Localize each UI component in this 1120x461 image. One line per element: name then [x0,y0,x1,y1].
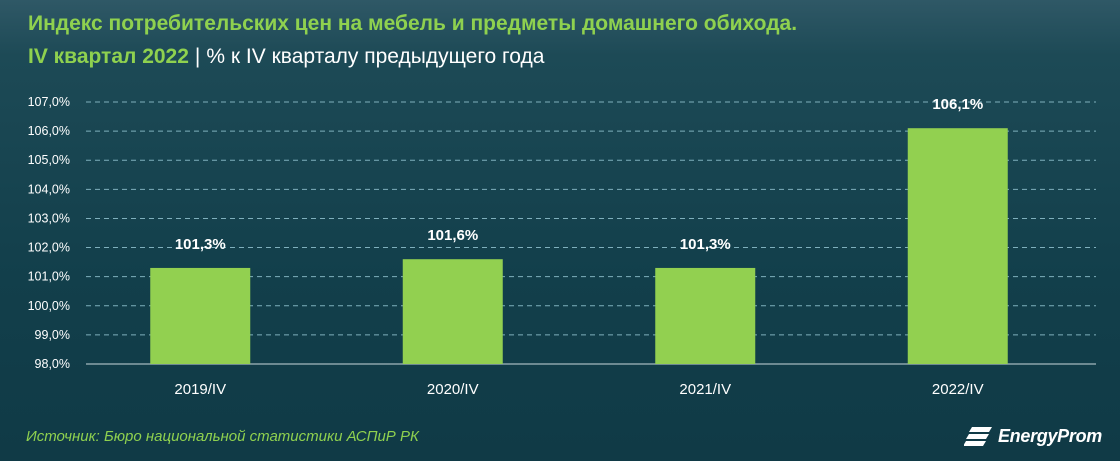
bar [907,128,1008,364]
y-tick-label: 101,0% [28,270,70,284]
bar-value-label: 101,6% [427,227,478,244]
chart-subtitle: IV квартал 2022 |% к IV кварталу предыдущ… [28,45,544,69]
y-tick-label: 107,0% [28,95,70,109]
subtitle-period: IV квартал 2022 [28,45,189,68]
y-tick-label: 102,0% [28,241,70,255]
x-tick-label: 2021/IV [679,381,731,398]
energyprom-logo-icon [963,427,992,446]
y-tick-label: 104,0% [28,182,70,196]
bar-value-label: 101,3% [175,236,226,253]
y-tick-label: 106,0% [28,124,70,138]
bar-value-label: 106,1% [932,96,983,113]
chart-title: Индекс потребительских цен на мебель и п… [28,12,798,35]
logo-text: EnergyProm [997,425,1102,446]
bar [150,267,251,364]
x-tick-label: 2022/IV [932,381,984,398]
bar-value-label: 101,3% [680,236,731,253]
y-tick-label: 100,0% [28,299,70,313]
x-tick-label: 2020/IV [427,381,479,398]
y-tick-label: 99,0% [35,328,70,342]
source-note: Источник: Бюро национальной статистики А… [26,428,419,445]
y-tick-label: 98,0% [35,357,70,371]
subtitle-unit-note: % к IV кварталу предыдущего года [206,45,545,68]
energyprom-logo: EnergyProm [963,424,1102,448]
bar [655,267,756,364]
y-tick-label: 103,0% [28,211,70,225]
subtitle-separator: | [194,45,201,68]
x-tick-label: 2019/IV [174,381,226,398]
y-tick-label: 105,0% [28,153,70,167]
bar [402,259,503,364]
